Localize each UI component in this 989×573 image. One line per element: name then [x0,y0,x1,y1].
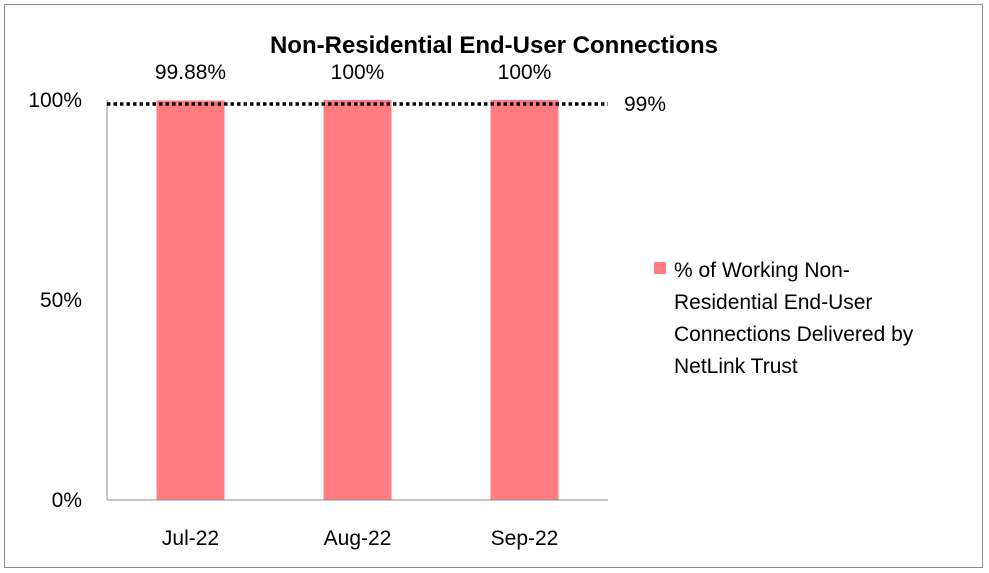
data-label: 99.88% [155,61,226,84]
data-labels-group: 99.88% 100% 100% [155,61,551,84]
bar-jul-22 [156,100,225,500]
y-tick-label: 50% [40,289,82,312]
chart-title: Non-Residential End-User Connections [270,32,718,59]
y-tick-label: 100% [28,89,82,112]
data-label: 100% [498,61,552,84]
legend-label-line: Connections Delivered by [674,323,914,346]
x-tick-label: Sep-22 [491,527,559,550]
target-reference-label: 99% [624,93,666,116]
y-tick-label: 0% [52,489,82,512]
x-tick-label: Jul-22 [162,527,219,550]
legend-label-line: Residential End-User [674,291,872,314]
x-ticks-group: Jul-22 Aug-22 Sep-22 [162,527,558,550]
legend-label-line: % of Working Non- [674,259,850,282]
data-label: 100% [331,61,385,84]
reference-line-group: 99% [107,93,666,116]
bar-sep-22 [490,100,559,500]
y-ticks-group: 0% 50% 100% [28,89,82,512]
legend-swatch [654,262,666,274]
legend-label-line: NetLink Trust [674,355,798,378]
x-tick-label: Aug-22 [324,527,392,550]
bar-aug-22 [323,100,392,500]
bars-group [156,100,559,500]
legend: % of Working Non- Residential End-User Con… [654,259,914,378]
axes-group [106,100,608,501]
